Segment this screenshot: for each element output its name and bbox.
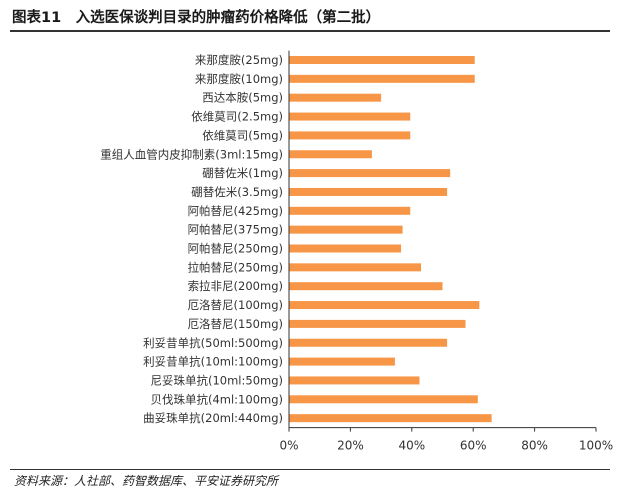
category-label: 依维莫司(2.5mg) (191, 110, 283, 124)
category-label: 厄洛替尼(100mg) (188, 298, 283, 312)
category-label: 阿帕替尼(425mg) (188, 204, 283, 218)
bar (289, 225, 403, 234)
bar (289, 414, 492, 423)
bar (289, 206, 411, 215)
bar (289, 376, 420, 385)
source-divider (10, 469, 610, 470)
bar (289, 395, 478, 404)
bar-group (289, 56, 492, 423)
category-labels: 来那度胺(25mg) 来那度胺(10mg) 西达本胺(5mg) 依维莫司(2.5mg)… (100, 53, 283, 425)
bar (289, 357, 395, 366)
category-label: 曲妥珠单抗(20ml:440mg) (143, 411, 283, 425)
bar (289, 263, 422, 272)
category-label: 利妥昔单抗(50ml:500mg) (143, 336, 283, 350)
category-label: 阿帕替尼(375mg) (188, 223, 283, 237)
bar-chart: 来那度胺(25mg) 来那度胺(10mg) 西达本胺(5mg) 依维莫司(2.5mg)… (100, 50, 613, 453)
bar (289, 93, 382, 102)
source-note: 资料来源：人社部、药智数据库、平安证券研究所 (14, 474, 279, 488)
bar (289, 319, 466, 328)
category-label: 重组人血管内皮抑制素(3ml:15mg) (100, 147, 283, 161)
category-label: 索拉非尼(200mg) (188, 279, 283, 293)
category-label: 来那度胺(10mg) (195, 72, 283, 86)
category-label: 尼妥珠单抗(10ml:50mg) (150, 373, 283, 387)
category-label: 阿帕替尼(250mg) (188, 242, 283, 256)
category-label: 硼替佐米(1mg) (202, 166, 283, 180)
bar (289, 150, 372, 159)
bar (289, 187, 448, 196)
title-divider (10, 30, 610, 32)
bar (289, 282, 443, 291)
bar (289, 244, 402, 253)
x-tick-label: 0% (279, 439, 298, 453)
chart-title: 图表11 入选医保谈判目录的肿瘤药价格降低（第二批） (12, 10, 381, 26)
bar (289, 338, 448, 347)
category-label: 利妥昔单抗(10ml:100mg) (143, 355, 283, 369)
x-tick-label: 60% (460, 439, 487, 453)
category-label: 贝伐珠单抗(4ml:100mg) (150, 392, 283, 406)
bar (289, 131, 411, 140)
bar (289, 169, 451, 178)
x-tick-label: 40% (398, 439, 425, 453)
category-label: 依维莫司(5mg) (202, 128, 283, 142)
bar (289, 301, 480, 310)
category-label: 来那度胺(25mg) (195, 53, 283, 67)
category-label: 硼替佐米(3.5mg) (191, 185, 283, 199)
x-tick-label: 80% (521, 439, 548, 453)
category-label: 拉帕替尼(250mg) (188, 260, 283, 274)
bar (289, 112, 411, 121)
x-tick-label: 100% (579, 439, 613, 453)
category-label: 厄洛替尼(150mg) (188, 317, 283, 331)
bar (289, 56, 475, 64)
bar (289, 74, 475, 83)
x-tick-labels: 0% 20% 40% 60% 80% 100% (279, 427, 613, 453)
x-tick-label: 20% (337, 439, 364, 453)
category-label: 西达本胺(5mg) (202, 91, 283, 105)
